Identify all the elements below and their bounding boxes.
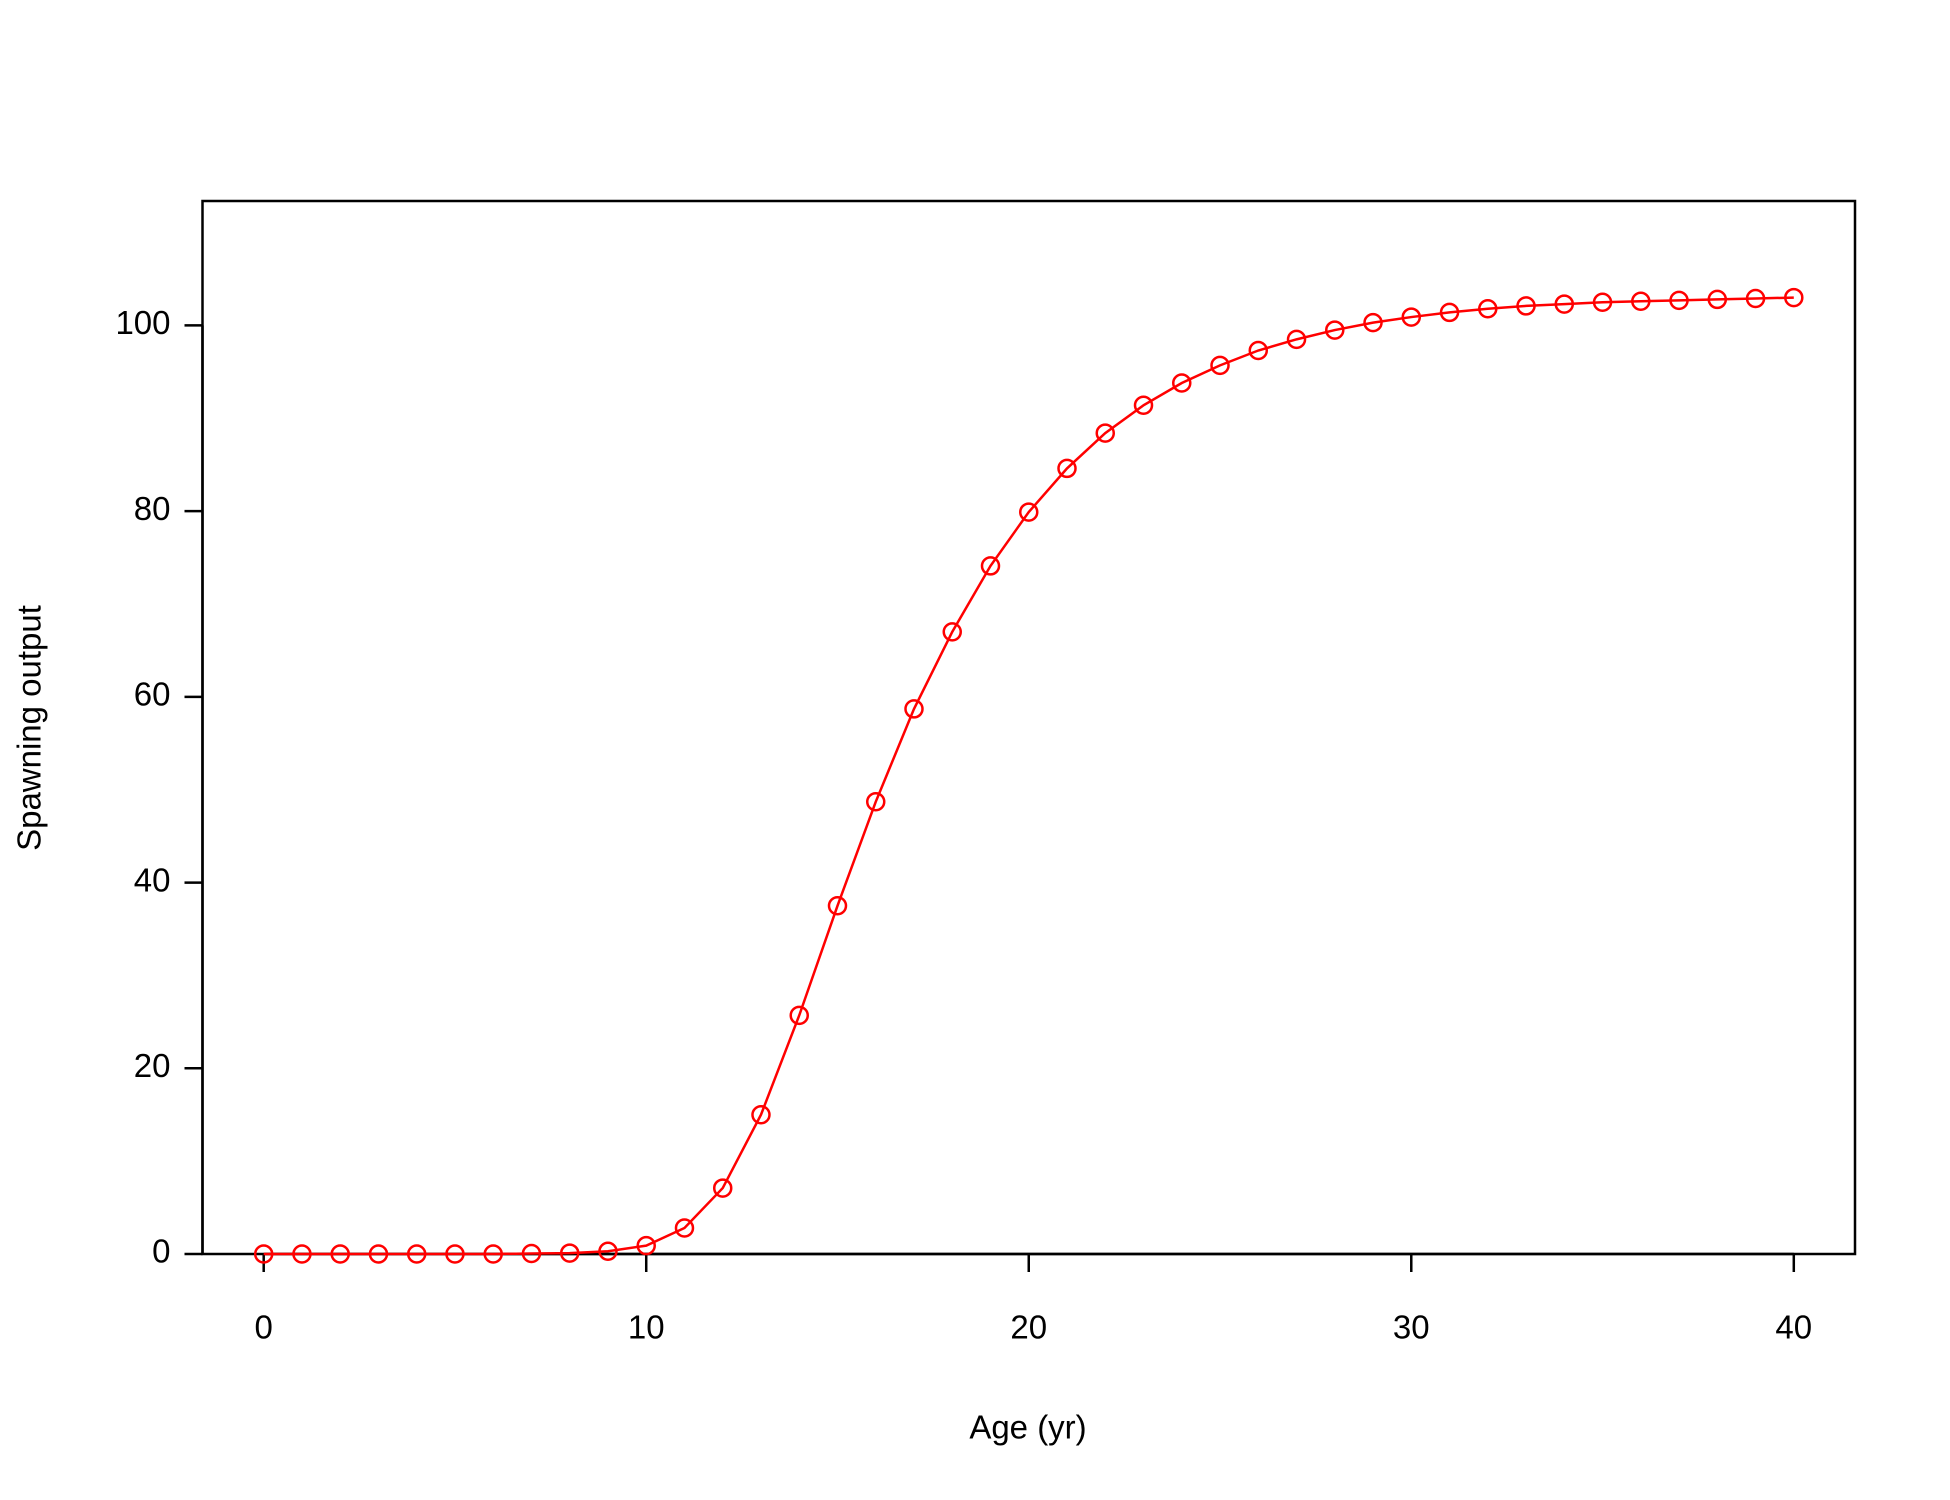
data-point — [1095, 423, 1116, 443]
data-point — [1478, 298, 1498, 319]
data-point — [1707, 289, 1728, 310]
data-point — [712, 1178, 733, 1198]
data-point — [1172, 373, 1192, 393]
y-axis-title: Spawning output — [11, 605, 48, 851]
x-tick-label: 0 — [255, 1309, 273, 1346]
data-point — [1554, 294, 1575, 314]
data-point — [942, 622, 962, 642]
data-point — [559, 1243, 580, 1263]
plot-box — [201, 199, 1857, 1256]
x-tick-label: 40 — [1775, 1309, 1812, 1346]
data-point — [1210, 355, 1230, 376]
data-point — [445, 1244, 465, 1264]
data-point — [483, 1244, 503, 1264]
data-point — [1057, 458, 1077, 479]
data-point — [789, 1005, 809, 1026]
data-point — [1439, 302, 1460, 323]
data-point — [368, 1244, 389, 1264]
x-tick-label: 30 — [1393, 1309, 1430, 1346]
data-point — [330, 1244, 350, 1264]
data-point — [598, 1241, 618, 1261]
y-tick-label: 100 — [115, 304, 170, 341]
data-point — [406, 1244, 427, 1264]
data-point — [1516, 296, 1536, 316]
data-point — [292, 1244, 312, 1264]
data-point — [1592, 292, 1613, 312]
x-tick-label: 20 — [1010, 1309, 1047, 1346]
data-point — [1363, 312, 1383, 333]
x-tick-label: 10 — [628, 1309, 665, 1346]
data-point — [1745, 288, 1766, 309]
data-point — [827, 896, 848, 916]
data-point — [904, 699, 924, 719]
data-point — [1401, 307, 1422, 327]
data-point — [1784, 287, 1804, 308]
data-line — [263, 296, 1794, 1256]
x-axis-title: Age (yr) — [969, 1409, 1086, 1446]
data-point — [521, 1243, 542, 1264]
y-tick-label: 60 — [134, 676, 171, 713]
y-tick-label: 20 — [134, 1047, 171, 1084]
data-point — [865, 792, 886, 812]
data-point — [1325, 320, 1345, 340]
data-point — [674, 1218, 695, 1238]
data-point — [1286, 329, 1307, 350]
data-point — [1631, 291, 1651, 312]
y-tick-label: 40 — [134, 861, 171, 898]
data-point — [636, 1235, 656, 1256]
data-point — [1669, 290, 1689, 311]
data-point — [1133, 395, 1154, 416]
y-tick-label: 80 — [134, 490, 171, 527]
data-point — [253, 1244, 274, 1264]
data-point — [980, 556, 1001, 576]
data-point — [1248, 340, 1269, 361]
data-point — [1019, 502, 1039, 522]
y-tick-label: 0 — [152, 1233, 170, 1270]
data-point — [751, 1104, 771, 1125]
